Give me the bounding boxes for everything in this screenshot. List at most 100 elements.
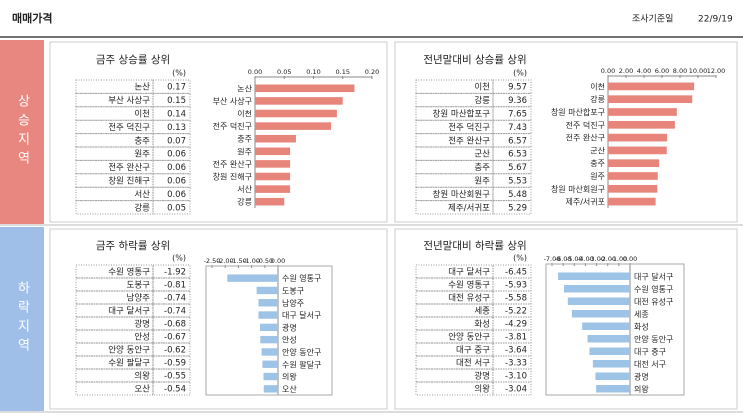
category-label: 수원 팔달구 (282, 359, 321, 369)
page-title: 매매가격 (12, 11, 52, 25)
category-label: 안양 동안구 (282, 347, 321, 357)
table-name: 화성 (474, 320, 490, 330)
bar (608, 146, 667, 155)
category-label: 충주 (590, 159, 605, 168)
category-label: 논산 (237, 83, 252, 93)
bar (255, 172, 291, 181)
section-label: 하락지역 (0, 227, 44, 411)
table-name: 충주 (474, 163, 490, 173)
unit-label: (%) (172, 254, 186, 263)
category-label: 안성 (282, 335, 297, 345)
table-name: 이천 (474, 82, 490, 93)
table-name: 안성 (134, 332, 150, 343)
table-value: -0.81 (164, 281, 186, 291)
x-tick-label: 12.00 (707, 67, 726, 75)
x-tick-label: 0.05 (277, 68, 291, 76)
category-label: 의왕 (634, 384, 649, 394)
category-label: 대전 서구 (634, 359, 666, 369)
table-name: 수원 영통구 (448, 280, 490, 291)
bar (255, 84, 355, 93)
table-cell (492, 119, 532, 135)
table-cell (152, 173, 191, 188)
table-value: 0.13 (167, 123, 186, 133)
category-label: 대구 달서구 (634, 272, 673, 281)
category-label: 창원 진해구 (213, 172, 252, 182)
category-label: 강릉 (590, 94, 605, 104)
category-label: 전주 완산구 (213, 159, 252, 169)
panel (49, 228, 388, 410)
table-cell (415, 106, 494, 121)
table-value: 0.15 (167, 96, 186, 106)
table-cell (492, 92, 532, 108)
category-label: 전주 완산구 (566, 133, 605, 143)
bar (255, 160, 291, 168)
table-value: 0.06 (167, 163, 186, 173)
bar (582, 322, 630, 330)
table-cell (75, 186, 154, 202)
table-cell (415, 119, 494, 135)
x-tick-label: -3.00 (588, 255, 605, 263)
x-tick-label: 2.00 (619, 67, 633, 75)
table-name: 세종 (474, 307, 490, 317)
category-label: 광명 (634, 371, 649, 381)
x-tick-label: -2.00 (599, 255, 616, 263)
bar (255, 185, 291, 193)
plot-frame (545, 263, 685, 396)
bar (255, 97, 343, 105)
x-tick-label: 0.00 (271, 257, 285, 265)
x-tick-label: 0.20 (365, 68, 379, 76)
section-label: 상승지역 (0, 40, 44, 224)
table-value: -3.04 (505, 385, 527, 395)
table-value: 7.43 (508, 123, 527, 133)
x-tick-label: -1.50 (230, 257, 247, 265)
bar (227, 274, 278, 282)
category-label: 창원 마산회원구 (551, 184, 605, 194)
panel-title: 전년말대비 하락률 상위 (423, 239, 526, 252)
table-name: 대구 달서구 (448, 267, 490, 278)
table-cell (492, 290, 532, 305)
category-label: 수원 영통구 (282, 273, 321, 283)
table-value: 9.57 (508, 83, 527, 93)
table-cell (152, 159, 191, 175)
table-value: 0.14 (167, 110, 186, 120)
table-cell (492, 79, 532, 94)
table-value: -0.68 (164, 320, 186, 330)
bar (255, 134, 296, 143)
table-cell (492, 200, 532, 215)
table-cell (492, 133, 532, 148)
bar (258, 299, 278, 307)
category-label: 남양주 (282, 299, 304, 308)
table-name: 광명 (134, 319, 150, 330)
category-label: 대전 유성구 (634, 296, 673, 306)
table-cell (492, 173, 532, 188)
bar (256, 286, 278, 295)
panel (49, 41, 388, 223)
table-value: -0.74 (164, 294, 186, 304)
table-cell (492, 381, 532, 396)
x-tick-label: 0.10 (306, 68, 320, 76)
x-tick-label: 6.00 (655, 67, 669, 75)
bar (260, 335, 278, 344)
table-value: 5.67 (508, 163, 527, 173)
panel (394, 228, 738, 410)
x-tick-label: -7.00 (544, 255, 561, 263)
table-cell (75, 106, 154, 121)
table-cell (75, 200, 154, 215)
table-cell (75, 92, 154, 108)
category-label: 도봉구 (282, 286, 304, 295)
table-value: -6.45 (505, 268, 527, 278)
table-cell (75, 79, 154, 94)
category-label: 화성 (634, 322, 649, 331)
bar (608, 184, 658, 193)
table-value: 0.17 (167, 83, 186, 93)
category-label: 강릉 (237, 197, 252, 207)
x-tick-label: -1.00 (610, 255, 627, 263)
table-value: -5.22 (505, 307, 527, 317)
category-label: 전주 덕진구 (213, 121, 252, 131)
unit-label: (%) (513, 254, 527, 263)
bar (608, 172, 658, 180)
table-cell (492, 303, 532, 318)
table-cell (152, 133, 191, 148)
table-value: -1.92 (164, 268, 186, 278)
table-cell (492, 329, 532, 344)
